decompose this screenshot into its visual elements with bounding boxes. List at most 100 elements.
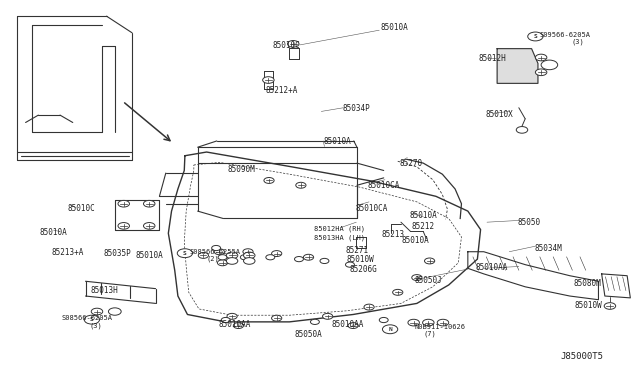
Text: S08566-6255A: S08566-6255A [189, 249, 241, 255]
Circle shape [437, 319, 449, 326]
Circle shape [310, 319, 319, 324]
Text: 85271: 85271 [346, 246, 369, 255]
Circle shape [294, 257, 303, 262]
Text: S: S [183, 251, 187, 256]
Circle shape [143, 201, 155, 207]
Polygon shape [497, 49, 538, 83]
Circle shape [536, 54, 547, 61]
Circle shape [536, 69, 547, 76]
Text: 85012H: 85012H [478, 54, 506, 63]
Text: 85034M: 85034M [534, 244, 562, 253]
Circle shape [118, 201, 129, 207]
Circle shape [227, 252, 238, 259]
Text: 85013H: 85013H [91, 286, 118, 295]
Text: 85010W: 85010W [346, 255, 374, 264]
Circle shape [234, 323, 244, 328]
Circle shape [271, 315, 282, 321]
Text: 85010A: 85010A [401, 236, 429, 245]
Text: 85010C: 85010C [272, 41, 300, 50]
Circle shape [348, 323, 358, 328]
Circle shape [364, 304, 374, 310]
Circle shape [218, 260, 228, 266]
Text: S: S [90, 317, 93, 322]
Circle shape [218, 255, 227, 260]
Text: 85010A: 85010A [409, 211, 437, 220]
Text: 85090M: 85090M [228, 165, 255, 174]
Text: 85212: 85212 [411, 222, 435, 231]
Circle shape [243, 249, 253, 255]
Text: 85010AA: 85010AA [476, 263, 508, 272]
Text: 85012HA (RH): 85012HA (RH) [314, 225, 365, 232]
Text: (7): (7) [424, 330, 436, 337]
Text: 85010A: 85010A [135, 251, 163, 260]
Text: 85010A: 85010A [323, 137, 351, 146]
Circle shape [227, 258, 238, 264]
Text: 85206G: 85206G [349, 264, 377, 273]
Circle shape [198, 253, 209, 259]
Text: S: S [534, 34, 537, 39]
Text: 85010A: 85010A [40, 228, 67, 237]
Text: 85213: 85213 [381, 230, 404, 239]
Text: (3): (3) [90, 322, 102, 329]
Text: 85050J: 85050J [414, 276, 442, 285]
Circle shape [604, 303, 616, 310]
Text: 85034P: 85034P [342, 104, 370, 113]
Circle shape [383, 325, 397, 334]
Circle shape [244, 258, 255, 264]
Circle shape [528, 32, 543, 41]
Circle shape [393, 289, 403, 295]
Text: 85010W: 85010W [575, 301, 603, 311]
Circle shape [214, 249, 225, 255]
Circle shape [264, 177, 274, 183]
Circle shape [303, 254, 314, 260]
Circle shape [287, 41, 299, 47]
Circle shape [541, 60, 557, 70]
Text: 85010CA: 85010CA [368, 182, 400, 190]
Text: 85010AA: 85010AA [332, 320, 364, 329]
Circle shape [516, 126, 528, 133]
Circle shape [262, 77, 274, 83]
Text: 85010C: 85010C [67, 203, 95, 213]
Circle shape [108, 308, 121, 315]
Circle shape [424, 258, 435, 264]
Circle shape [266, 255, 275, 260]
Circle shape [143, 222, 155, 229]
Text: 85010CA: 85010CA [355, 203, 387, 213]
Circle shape [241, 255, 249, 260]
Text: 85212+A: 85212+A [266, 86, 298, 94]
Circle shape [412, 275, 422, 280]
Text: 85013HA (LH): 85013HA (LH) [314, 234, 365, 241]
Text: 85010A: 85010A [381, 23, 408, 32]
Circle shape [84, 315, 100, 324]
Circle shape [323, 313, 333, 319]
Text: N0B911-10626: N0B911-10626 [414, 324, 465, 330]
Text: 85213+A: 85213+A [51, 248, 83, 257]
Text: (2): (2) [207, 256, 220, 262]
Text: S08566-6205A: S08566-6205A [62, 315, 113, 321]
Text: 85010AA: 85010AA [218, 320, 250, 329]
Text: 85035P: 85035P [103, 250, 131, 259]
Circle shape [380, 317, 388, 323]
Circle shape [422, 319, 434, 326]
Text: 85050: 85050 [518, 218, 541, 227]
Circle shape [92, 308, 102, 315]
Text: J85000T5: J85000T5 [561, 352, 604, 361]
Text: N: N [388, 327, 392, 332]
Circle shape [296, 182, 306, 188]
Circle shape [320, 259, 329, 263]
Circle shape [346, 262, 355, 267]
Circle shape [408, 319, 419, 326]
Circle shape [244, 252, 255, 259]
Circle shape [227, 313, 237, 319]
Circle shape [212, 246, 221, 251]
Circle shape [177, 249, 193, 258]
Text: 85270: 85270 [399, 159, 423, 169]
Circle shape [221, 317, 230, 323]
Text: (3): (3) [572, 39, 584, 45]
Circle shape [118, 222, 129, 229]
Text: 85050A: 85050A [294, 330, 323, 339]
Text: 85010X: 85010X [486, 109, 513, 119]
Circle shape [271, 251, 282, 257]
Text: S09566-6205A: S09566-6205A [540, 32, 591, 38]
Text: 85080M: 85080M [573, 279, 602, 288]
